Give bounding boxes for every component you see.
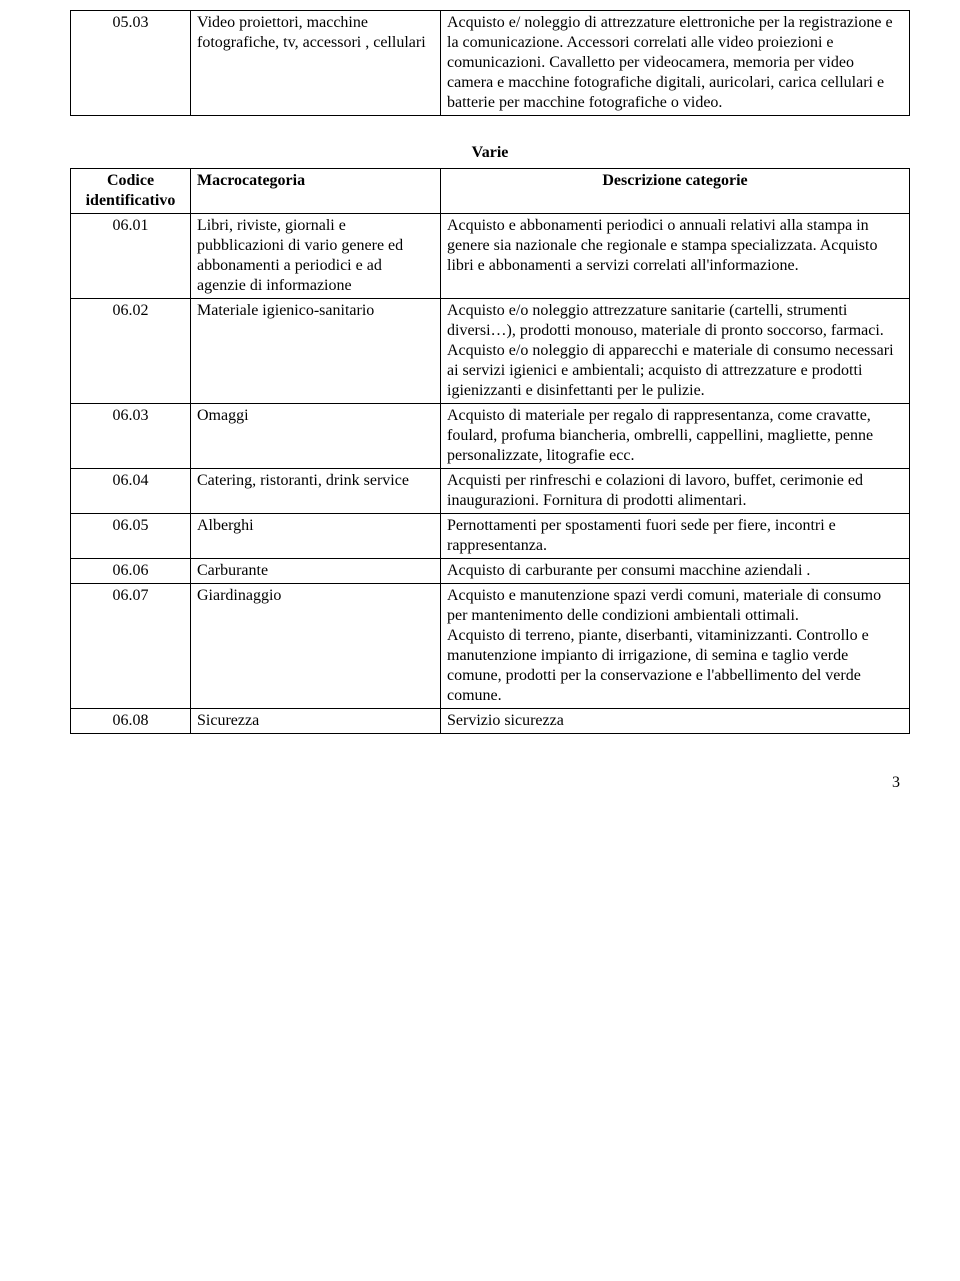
top-table: 05.03 Video proiettori, macchine fotogra… [70, 10, 910, 116]
macro-cell: Libri, riviste, giornali e pubblicazioni… [191, 214, 441, 299]
macro-cell: Alberghi [191, 514, 441, 559]
table-row: 06.08 Sicurezza Servizio sicurezza [71, 709, 910, 734]
macro-cell: Omaggi [191, 404, 441, 469]
macro-cell: Materiale igienico-sanitario [191, 299, 441, 404]
page-number: 3 [70, 774, 910, 792]
table-row: 06.02 Materiale igienico-sanitario Acqui… [71, 299, 910, 404]
macro-cell: Catering, ristoranti, drink service [191, 469, 441, 514]
code-cell: 06.02 [71, 299, 191, 404]
desc-cell: Acquisto e abbonamenti periodici o annua… [441, 214, 910, 299]
desc-cell: Acquisto e manutenzione spazi verdi comu… [441, 584, 910, 709]
code-cell: 05.03 [71, 11, 191, 116]
table-row: 06.04 Catering, ristoranti, drink servic… [71, 469, 910, 514]
header-desc: Descrizione categorie [441, 169, 910, 214]
macro-cell: Carburante [191, 559, 441, 584]
macro-cell: Sicurezza [191, 709, 441, 734]
code-cell: 06.08 [71, 709, 191, 734]
table-row: 05.03 Video proiettori, macchine fotogra… [71, 11, 910, 116]
desc-cell: Acquisto e/ noleggio di attrezzature ele… [441, 11, 910, 116]
macro-cell: Video proiettori, macchine fotografiche,… [191, 11, 441, 116]
table-row: 06.03 Omaggi Acquisto di materiale per r… [71, 404, 910, 469]
table-header-row: Codice identificativo Macrocategoria Des… [71, 169, 910, 214]
code-cell: 06.03 [71, 404, 191, 469]
desc-cell: Acquisto di carburante per consumi macch… [441, 559, 910, 584]
table-row: 06.05 Alberghi Pernottamenti per spostam… [71, 514, 910, 559]
main-table: Codice identificativo Macrocategoria Des… [70, 168, 910, 734]
table-row: 06.06 Carburante Acquisto di carburante … [71, 559, 910, 584]
header-macro: Macrocategoria [191, 169, 441, 214]
code-cell: 06.01 [71, 214, 191, 299]
macro-cell: Giardinaggio [191, 584, 441, 709]
desc-cell: Acquisto e/o noleggio attrezzature sanit… [441, 299, 910, 404]
desc-cell: Pernottamenti per spostamenti fuori sede… [441, 514, 910, 559]
desc-cell: Acquisti per rinfreschi e colazioni di l… [441, 469, 910, 514]
section-title: Varie [70, 144, 910, 162]
desc-cell: Acquisto di materiale per regalo di rapp… [441, 404, 910, 469]
code-cell: 06.06 [71, 559, 191, 584]
table-row: 06.01 Libri, riviste, giornali e pubblic… [71, 214, 910, 299]
code-cell: 06.04 [71, 469, 191, 514]
document-page: 05.03 Video proiettori, macchine fotogra… [0, 0, 960, 832]
header-code: Codice identificativo [71, 169, 191, 214]
code-cell: 06.05 [71, 514, 191, 559]
table-row: 06.07 Giardinaggio Acquisto e manutenzio… [71, 584, 910, 709]
desc-cell: Servizio sicurezza [441, 709, 910, 734]
code-cell: 06.07 [71, 584, 191, 709]
